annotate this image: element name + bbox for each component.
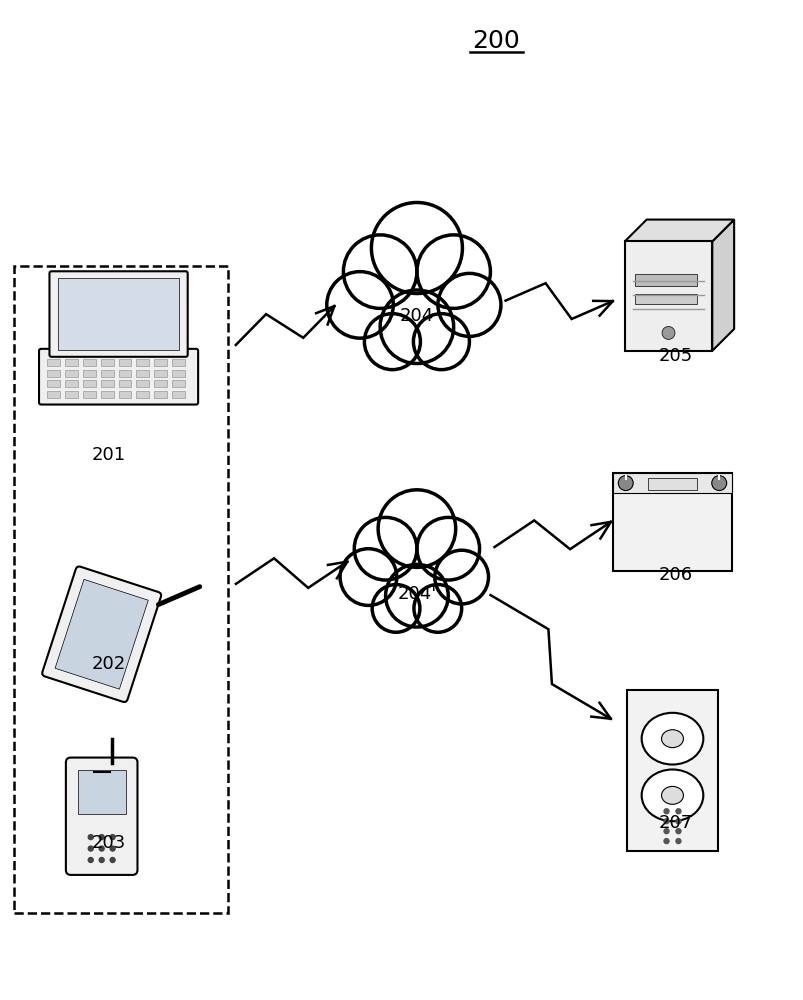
Circle shape	[110, 846, 115, 851]
Circle shape	[110, 835, 115, 840]
Bar	[172, 359, 185, 366]
Circle shape	[110, 858, 115, 862]
Circle shape	[372, 585, 419, 632]
Bar	[65, 370, 78, 377]
Bar	[172, 370, 185, 377]
Bar	[100, 380, 113, 387]
Bar	[137, 359, 149, 366]
Bar	[154, 359, 167, 366]
Circle shape	[99, 835, 104, 840]
Bar	[634, 294, 696, 304]
Bar	[118, 391, 132, 398]
Circle shape	[675, 809, 680, 814]
Text: 201: 201	[92, 446, 125, 464]
Bar	[634, 274, 696, 286]
Bar	[612, 473, 732, 571]
Circle shape	[675, 839, 680, 844]
Bar	[78, 770, 125, 814]
Circle shape	[663, 809, 668, 814]
Circle shape	[417, 517, 479, 580]
Circle shape	[371, 203, 462, 294]
Text: 205: 205	[658, 347, 691, 365]
Bar	[65, 380, 78, 387]
Circle shape	[675, 819, 680, 824]
Circle shape	[88, 846, 93, 851]
Circle shape	[99, 846, 104, 851]
Circle shape	[88, 835, 93, 840]
Ellipse shape	[641, 713, 703, 765]
Circle shape	[340, 549, 397, 605]
Bar	[83, 359, 96, 366]
Bar	[65, 359, 78, 366]
Bar	[47, 370, 59, 377]
Bar	[83, 391, 96, 398]
Circle shape	[618, 476, 633, 491]
FancyBboxPatch shape	[50, 271, 187, 357]
Text: 206: 206	[658, 566, 691, 584]
Bar	[47, 391, 59, 398]
Polygon shape	[711, 220, 733, 351]
Bar	[55, 579, 148, 689]
FancyBboxPatch shape	[39, 349, 198, 405]
Bar	[100, 370, 113, 377]
Circle shape	[354, 517, 417, 580]
Circle shape	[417, 235, 490, 308]
Text: 202: 202	[92, 655, 125, 673]
Text: 207: 207	[658, 814, 691, 832]
FancyBboxPatch shape	[66, 758, 137, 875]
Bar	[172, 380, 185, 387]
Bar	[137, 391, 149, 398]
Circle shape	[661, 326, 675, 339]
Circle shape	[364, 314, 420, 370]
Circle shape	[377, 490, 455, 567]
Circle shape	[675, 829, 680, 834]
Bar	[612, 473, 732, 493]
Circle shape	[413, 314, 469, 370]
Text: 204: 204	[399, 307, 434, 325]
Circle shape	[385, 564, 448, 627]
Circle shape	[438, 273, 500, 336]
Bar	[83, 370, 96, 377]
Bar	[14, 266, 228, 913]
Circle shape	[663, 829, 668, 834]
Bar	[137, 380, 149, 387]
Circle shape	[434, 550, 488, 604]
Bar	[154, 380, 167, 387]
Polygon shape	[624, 220, 733, 241]
Circle shape	[663, 819, 668, 824]
Bar	[83, 380, 96, 387]
Circle shape	[380, 290, 453, 364]
Bar	[154, 370, 167, 377]
Bar	[47, 380, 59, 387]
Bar	[59, 278, 178, 350]
Bar	[100, 391, 113, 398]
Bar	[118, 380, 132, 387]
Bar	[626, 690, 717, 851]
Ellipse shape	[661, 730, 683, 748]
Text: 204': 204'	[397, 585, 436, 603]
Ellipse shape	[661, 786, 683, 804]
FancyBboxPatch shape	[43, 566, 161, 702]
Bar	[647, 478, 696, 490]
Bar	[624, 241, 711, 351]
Circle shape	[711, 476, 726, 491]
Circle shape	[88, 858, 93, 862]
Bar	[65, 391, 78, 398]
Text: 200: 200	[472, 29, 520, 53]
Circle shape	[343, 235, 417, 308]
Text: 203: 203	[92, 834, 125, 852]
Bar	[47, 359, 59, 366]
Circle shape	[414, 585, 461, 632]
Bar	[118, 359, 132, 366]
Bar	[118, 370, 132, 377]
Circle shape	[326, 272, 393, 338]
Bar	[100, 359, 113, 366]
Circle shape	[663, 839, 668, 844]
Bar	[154, 391, 167, 398]
Ellipse shape	[641, 769, 703, 821]
Bar	[172, 391, 185, 398]
Circle shape	[99, 858, 104, 862]
Bar	[137, 370, 149, 377]
